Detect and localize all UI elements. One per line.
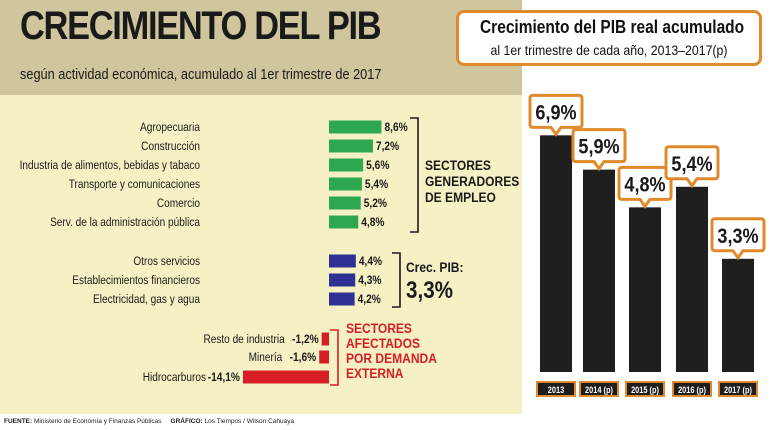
sector-value-8: 4,2% <box>358 293 381 306</box>
sector-bar-8 <box>329 292 355 306</box>
column-chart-title: Crecimiento del PIB real acumulado <box>480 17 745 37</box>
group-label-red-1: AFECTADOS <box>346 335 420 351</box>
group-label-red-2: POR DEMANDA <box>346 350 437 366</box>
sector-bar-6 <box>329 254 356 268</box>
sector-bar-4 <box>329 196 361 210</box>
sector-bar-1 <box>329 139 373 153</box>
column-chart-title-box: Crecimiento del PIB real acumulado al 1e… <box>456 10 762 66</box>
sector-label-1: Construcción <box>141 140 200 153</box>
sector-label-10: Minería <box>249 351 283 364</box>
column-value-3: 5,4% <box>671 153 712 177</box>
sector-label-9: Resto de industria <box>203 333 285 346</box>
column-bar-2 <box>629 207 661 372</box>
sector-bar-10 <box>319 350 329 364</box>
sector-label-11: Hidrocarburos <box>143 371 207 384</box>
group-label-blue-1: 3,3% <box>406 277 453 304</box>
sector-value-0: 8,6% <box>384 121 407 134</box>
footer-source-label: FUENTE: <box>4 418 33 425</box>
group-label-blue-0: Crec. PIB: <box>406 259 464 275</box>
column-year-label-1: 2014 (p) <box>585 385 613 395</box>
column-year-label-4: 2017 (p) <box>724 385 752 395</box>
column-year-tag-3 <box>672 381 712 397</box>
column-year-label-0: 2013 <box>548 385 565 395</box>
sector-label-3: Transporte y comunicaciones <box>69 178 201 191</box>
sector-bar-0 <box>329 120 382 134</box>
column-value-2: 4,8% <box>624 173 665 197</box>
footer: FUENTE: Ministerio de Economía y Finanza… <box>4 418 294 425</box>
sector-bar-5 <box>329 215 359 229</box>
group-label-green-2: DE EMPLEO <box>425 189 496 205</box>
column-callout-4 <box>710 217 766 261</box>
column-year-tag-4 <box>718 381 758 397</box>
bracket-red-group <box>330 329 339 386</box>
sector-label-2: Industria de alimentos, bebidas y tabaco <box>20 159 200 172</box>
footer-graphic: Los Tiempos / Wilson Cahuaya <box>204 418 295 425</box>
sector-value-5: 4,8% <box>361 216 384 229</box>
sector-label-8: Electricidad, gas y agua <box>93 293 201 306</box>
column-bar-4 <box>722 258 754 372</box>
sector-value-3: 5,4% <box>365 178 388 191</box>
sector-bar-11 <box>242 370 329 384</box>
column-value-1: 5,9% <box>578 135 619 159</box>
group-label-green-0: SECTORES <box>425 157 491 173</box>
column-year-tag-2 <box>625 381 665 397</box>
bracket-green-group <box>410 117 419 233</box>
footer-graphic-label: GRÁFICO: <box>170 418 203 425</box>
sector-label-0: Agropecuaria <box>140 121 201 134</box>
sector-bar-3 <box>329 177 362 191</box>
sector-label-4: Comercio <box>157 197 200 210</box>
sector-label-6: Otros servicios <box>133 255 200 268</box>
column-year-tag-1 <box>579 381 619 397</box>
column-callout-2 <box>617 165 673 209</box>
group-label-green-1: GENERADORES <box>425 173 520 189</box>
sector-value-9: -1,2% <box>292 333 319 346</box>
column-bar-1 <box>583 169 615 372</box>
sector-value-4: 5,2% <box>364 197 387 210</box>
sector-bar-2 <box>329 158 364 172</box>
sector-value-10: -1,6% <box>290 351 317 364</box>
column-year-tag-0 <box>536 381 576 397</box>
column-chart-subtitle: al 1er trimestre de cada año, 2013–2017(… <box>490 42 728 58</box>
sector-label-7: Establecimientos financieros <box>72 274 200 287</box>
group-label-red-0: SECTORES <box>346 320 412 336</box>
sector-value-1: 7,2% <box>376 140 399 153</box>
page-title: CRECIMIENTO DEL PIB <box>20 4 382 48</box>
column-callout-3 <box>664 145 720 189</box>
page-subtitle: según actividad económica, acumulado al … <box>20 66 382 83</box>
sector-bar-9 <box>321 332 329 346</box>
sector-bar-7 <box>329 273 356 287</box>
sector-value-2: 5,6% <box>366 159 389 172</box>
sector-value-7: 4,3% <box>358 274 381 287</box>
footer-source: Ministerio de Economía y Finanzas Públic… <box>33 418 162 425</box>
column-year-label-2: 2015 (p) <box>631 385 659 395</box>
column-bar-3 <box>676 186 708 372</box>
column-year-label-3: 2016 (p) <box>678 385 706 395</box>
column-callout-1 <box>571 128 627 172</box>
sector-value-11: -14,1% <box>208 371 240 384</box>
column-callout-0 <box>528 93 584 137</box>
column-value-0: 6,9% <box>535 101 576 125</box>
column-value-4: 3,3% <box>717 225 758 249</box>
header: CRECIMIENTO DEL PIB según actividad econ… <box>0 0 522 95</box>
bracket-blue-group <box>392 252 401 308</box>
sector-value-6: 4,4% <box>359 255 382 268</box>
group-label-red-3: EXTERNA <box>346 365 404 381</box>
column-bar-0 <box>540 135 572 372</box>
sector-label-5: Serv. de la administración pública <box>50 216 201 229</box>
